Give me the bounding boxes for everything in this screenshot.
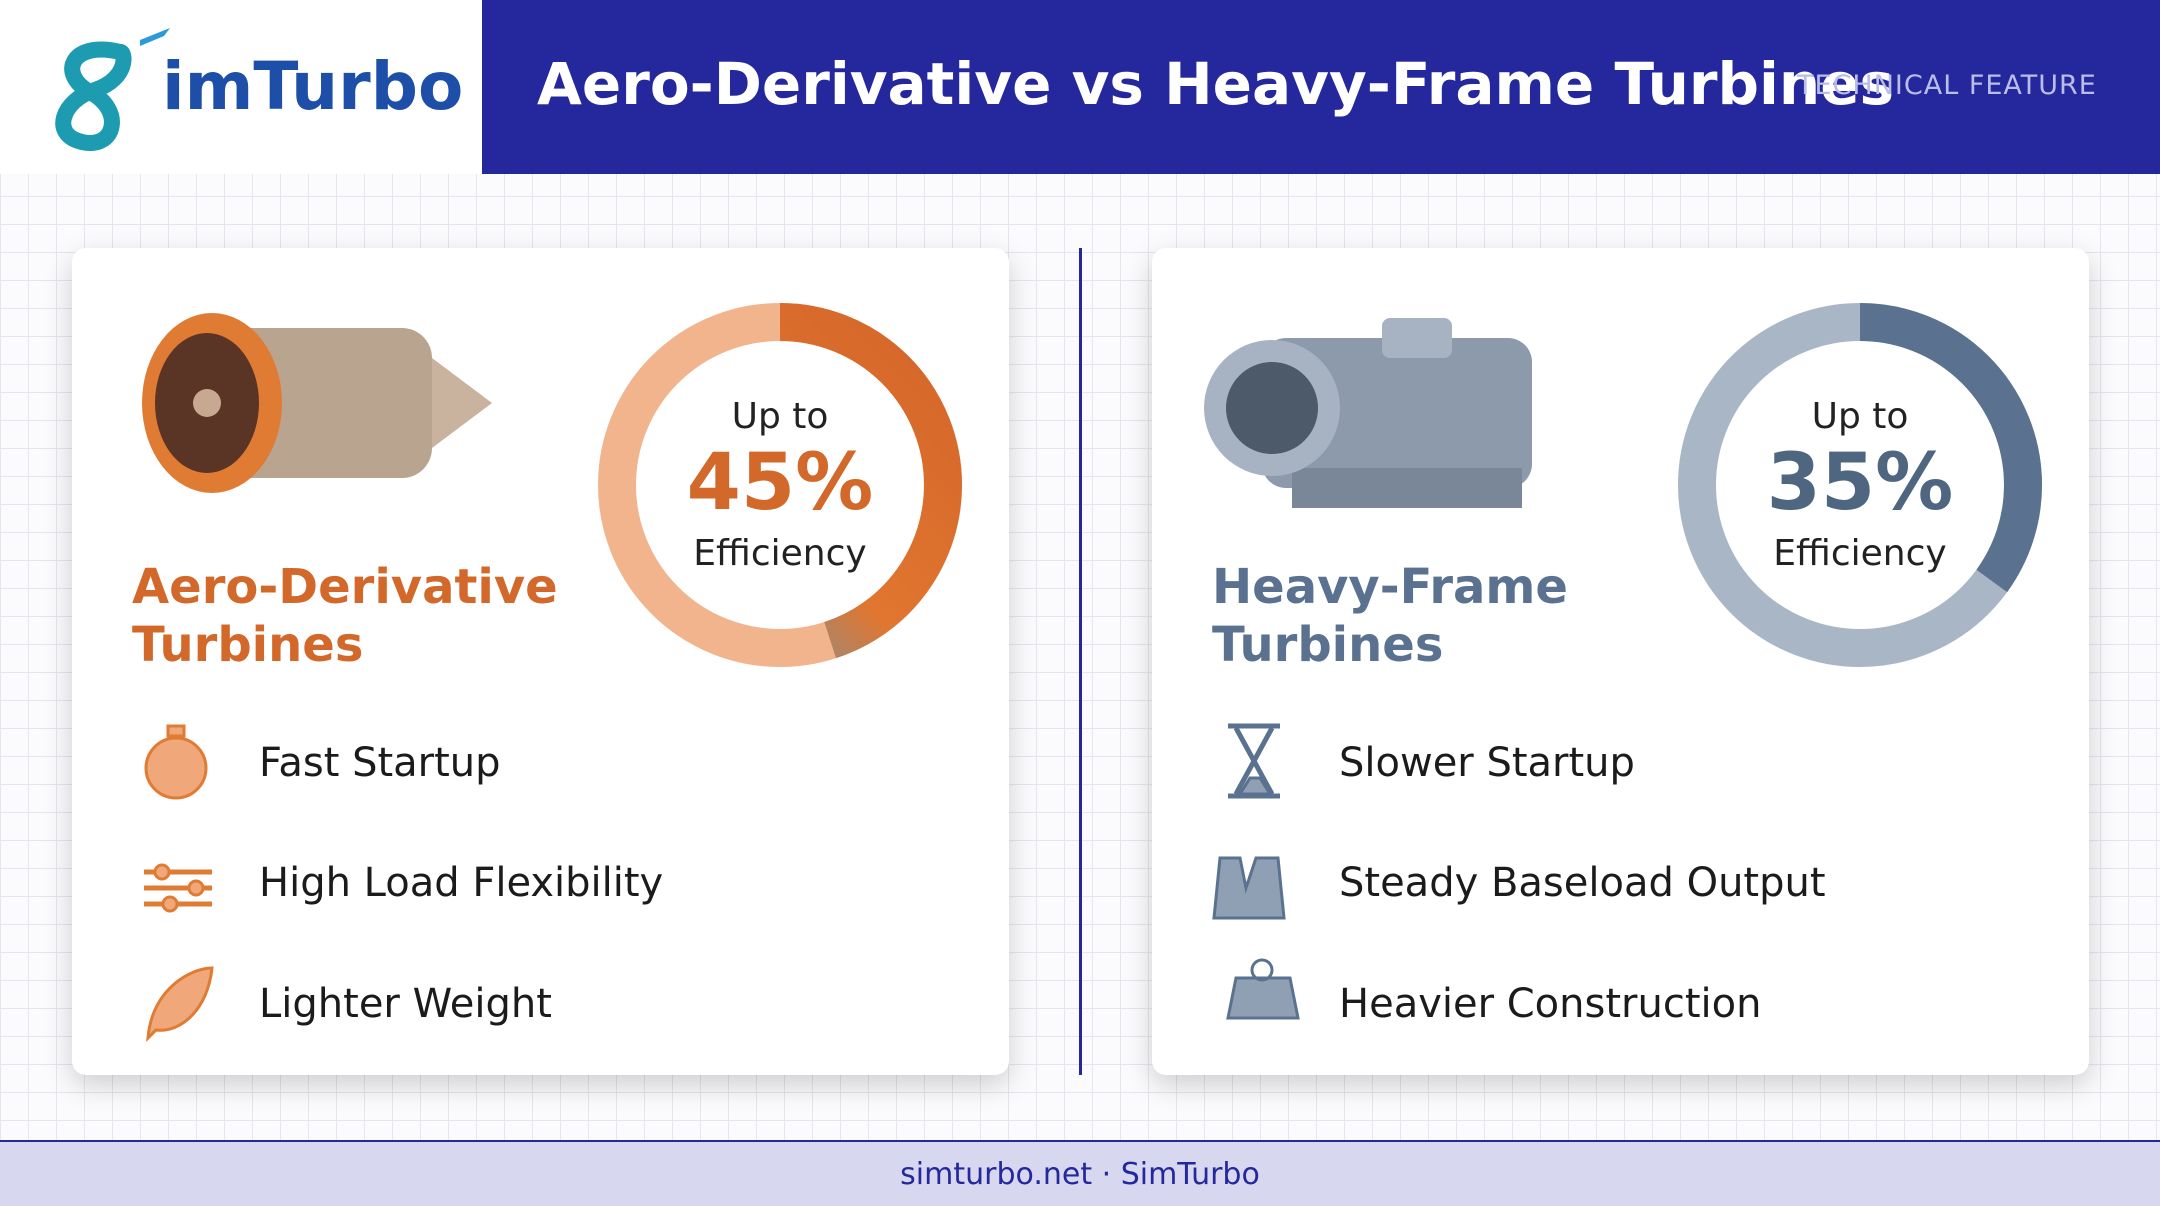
feature: Slower Startup: [1339, 740, 1635, 786]
header: imTurbo Aero-Derivative vs Heavy-Frame T…: [0, 0, 2160, 174]
card-title: Heavy-Frame Turbines: [1212, 558, 1568, 674]
card: Aero-Derivative Turbines Up to 45% Effici…: [72, 248, 1009, 1075]
tag: TECHNICAL FEATURE: [1797, 70, 2097, 101]
page-title: Aero-Derivative vs Heavy-Frame Turbines: [537, 50, 1895, 118]
card-graphics: [1204, 303, 2042, 1020]
title-line: Heavy-Frame: [1212, 559, 1568, 615]
footer: simturbo.net · SimTurbo: [0, 1140, 2160, 1206]
efficiency-arc: [598, 303, 962, 667]
engine-illustration: [1204, 318, 1532, 508]
card-title: Aero-Derivative Turbines: [132, 558, 558, 674]
card-graphics: [142, 303, 962, 1042]
engine-illustration: [142, 313, 492, 493]
feature: Lighter Weight: [259, 981, 552, 1027]
logo-mark: [55, 28, 170, 151]
ring-suffix: Efficiency: [693, 533, 867, 574]
ring-value: 45%: [686, 438, 874, 528]
feature: Steady Baseload Output: [1339, 860, 1826, 906]
feature: Fast Startup: [259, 740, 501, 786]
logo-text: imTurbo: [162, 48, 464, 125]
ring-value: 35%: [1766, 438, 1954, 528]
feature: High Load Flexibility: [259, 860, 664, 906]
ring-prefix: Up to: [731, 396, 829, 437]
ring-suffix: Efficiency: [1773, 533, 1947, 574]
ring-prefix: Up to: [1811, 396, 1909, 437]
card: Heavy-Frame Turbines Up to 35% Efficiency…: [1152, 248, 2089, 1075]
feature-icons: [144, 724, 214, 1042]
feature: Heavier Construction: [1339, 981, 1762, 1027]
title-line: Aero-Derivative: [132, 559, 558, 615]
logo: imTurbo: [0, 0, 482, 174]
divider: [1079, 248, 1082, 1075]
feature-icons: [1212, 723, 1300, 1020]
efficiency-arc: [1678, 303, 2042, 667]
title-line: Turbines: [1212, 617, 1444, 673]
title-line: Turbines: [132, 617, 364, 673]
